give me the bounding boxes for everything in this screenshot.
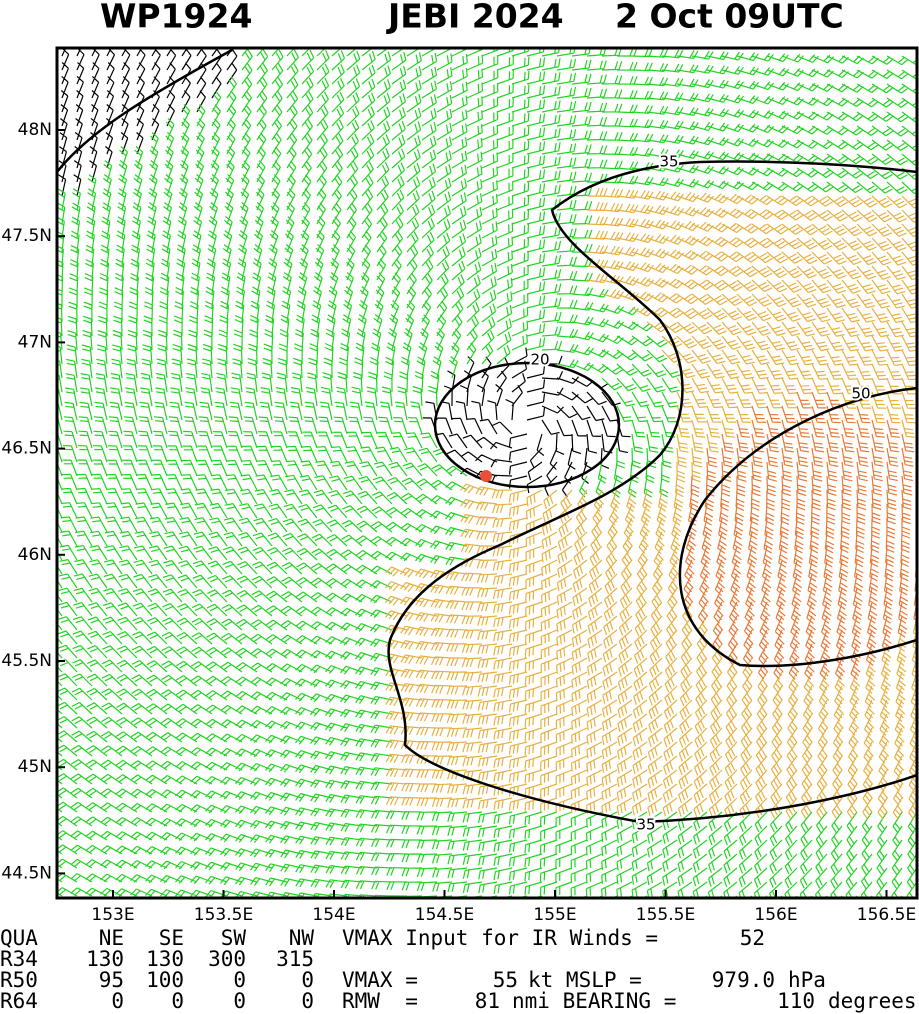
lon-label: 153.5E [194, 905, 253, 925]
lon-label: 154E [312, 905, 355, 925]
lon-label: 155.5E [636, 905, 695, 925]
table-cell: nmi BEARING = [512, 989, 676, 1013]
table-cell: degrees [828, 989, 917, 1013]
table-cell: 55 [493, 968, 518, 992]
table-cell: VMAX Input for IR Winds = [342, 926, 658, 950]
table-cell: R64 [0, 989, 38, 1013]
table-cell: SE [159, 926, 184, 950]
contour-35 [387, 160, 917, 824]
table-cell: 0 [301, 989, 314, 1013]
table-cell: 0 [301, 968, 314, 992]
table-cell: NE [99, 926, 124, 950]
contour-label: 20 [530, 351, 549, 369]
wind-barbs [384, 187, 917, 820]
table-cell: R50 [0, 968, 38, 992]
table-cell: 0 [171, 989, 184, 1013]
table-cell: 52 [740, 926, 765, 950]
contour-20 [433, 361, 621, 489]
table-cell: kt MSLP = [528, 968, 642, 992]
table-cell: 100 [146, 968, 184, 992]
lon-label: 156.5E [857, 905, 916, 925]
lon-label: 154.5E [415, 905, 474, 925]
lat-label: 45N [18, 757, 52, 777]
table-cell: 0 [233, 989, 246, 1013]
storm-center [480, 470, 492, 482]
table-cell: QUA [0, 926, 38, 950]
storm-id: WP1924 [100, 0, 252, 36]
map-frame [55, 46, 919, 900]
wind-barbs [682, 391, 917, 681]
lat-label: 47.5N [1, 226, 52, 246]
contour-label: 35 [636, 816, 655, 834]
table-cell: 0 [111, 989, 124, 1013]
table-cell: 979.0 [712, 968, 775, 992]
lat-label: 46.5N [1, 439, 52, 459]
lon-label: 156E [754, 905, 797, 925]
contour-50 [678, 386, 917, 668]
contours [57, 48, 917, 824]
lon-label: 155E [533, 905, 576, 925]
lon-label: 153E [91, 905, 134, 925]
lat-label: 47N [18, 332, 52, 352]
barb-field [57, 48, 917, 898]
lat-label: 45.5N [1, 651, 52, 671]
contour-nw [57, 48, 233, 173]
table-cell: 130 [86, 947, 124, 971]
axes: 48N 47.5N 47N 46.5N 46N 45.5N 45N 44.5N 153E 153.… [1, 120, 916, 925]
table-cell: 81 [475, 989, 500, 1013]
table-cell: NW [289, 926, 315, 950]
storm-name: JEBI 2024 [386, 0, 564, 36]
table-cell: R34 [0, 947, 38, 971]
lat-label: 46N [18, 545, 52, 565]
table-cell: 0 [233, 968, 246, 992]
table-cell: SW [221, 926, 247, 950]
lat-label: 44.5N [1, 863, 52, 883]
table-cell: 95 [99, 968, 124, 992]
table-cell: hPa [788, 968, 826, 992]
table-cell: VMAX = [342, 968, 418, 992]
table-cell: 300 [208, 947, 246, 971]
table-cell: 110 [777, 989, 815, 1013]
table-cell: 315 [276, 947, 314, 971]
time: 2 Oct 09UTC [615, 0, 844, 36]
table-cell: RMW = [342, 989, 418, 1013]
info-table: QUA NE SE SW NW VMAX Input for IR Winds = 52 R3… [0, 926, 917, 1013]
lat-label: 48N [18, 120, 52, 140]
contour-label: 35 [659, 153, 678, 171]
table-cell: 130 [146, 947, 184, 971]
contour-label: 50 [851, 385, 870, 403]
